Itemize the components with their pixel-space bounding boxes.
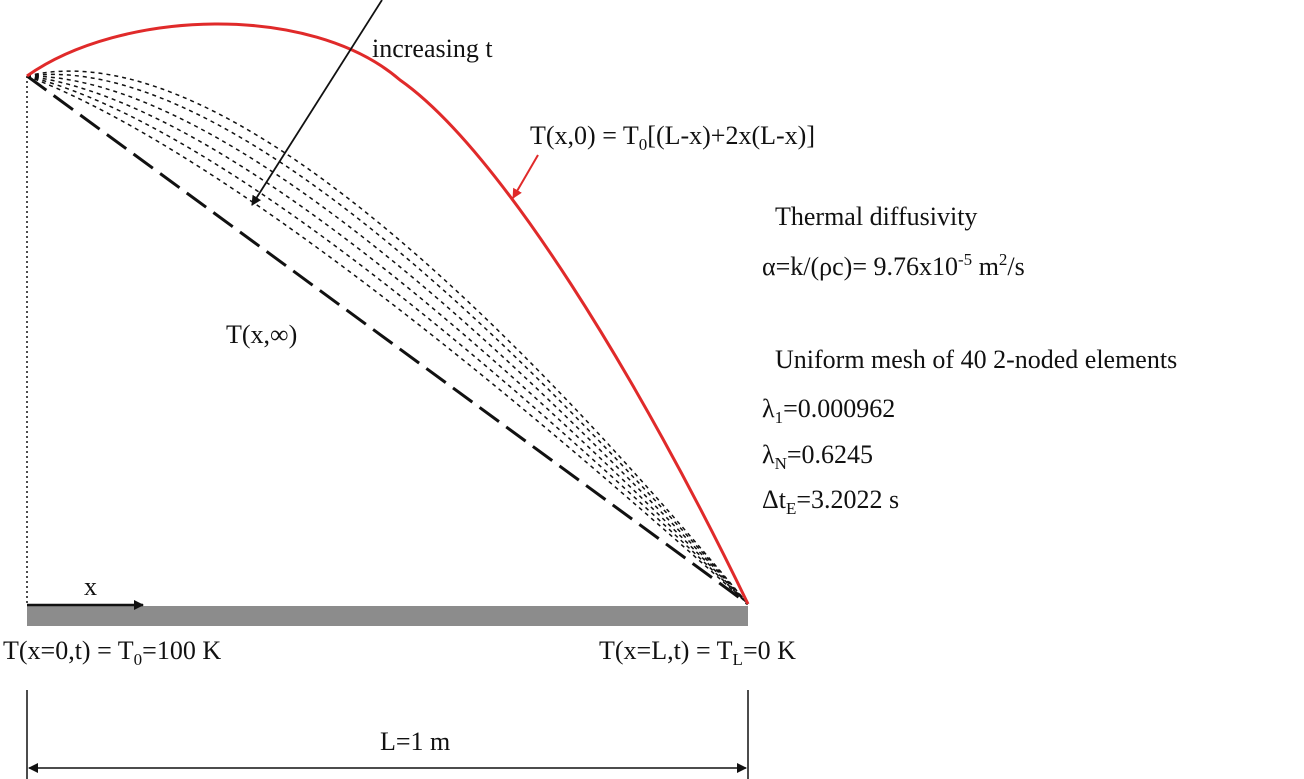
intermediate-curve-6 [26,75,749,605]
intermediate-curve-3 [26,75,749,605]
lambda-n: λN=0.6245 [762,440,873,473]
delta-t-e: ΔtE=3.2022 s [762,485,899,518]
intermediate-curve-4 [26,75,749,605]
steady-state-line [26,74,749,606]
lambda-1: λ1=0.000962 [762,394,895,427]
right-boundary-label: T(x=L,t) = TL=0 K [599,636,796,669]
increasing-t-arrow [251,0,383,206]
initial-condition-label: T(x,0) = T0[(L-x)+2x(L-x)] [530,121,815,154]
intermediate-curve-2 [26,73,749,605]
diffusivity-title: Thermal diffusivity [775,202,977,231]
steady-state-label: T(x,∞) [226,320,297,349]
mesh-description: Uniform mesh of 40 2-noded elements [775,345,1177,374]
diffusivity-value: α=k/(ρc)= 9.76x10-5 m2/s [762,250,1025,281]
x-axis-label: x [84,572,97,601]
initial-label-pointer [512,154,539,199]
left-boundary-label: T(x=0,t) = T0=100 K [3,636,221,669]
intermediate-curves [26,70,749,605]
initial-condition-curve [26,22,750,605]
intermediate-curve-1 [26,70,749,605]
length-label: L=1 m [380,727,450,756]
info-block: Thermal diffusivity α=k/(ρc)= 9.76x10-5 … [762,202,1177,518]
intermediate-curve-5 [26,75,749,605]
rod-bar [27,606,748,626]
increasing-t-label: increasing t [372,34,493,63]
